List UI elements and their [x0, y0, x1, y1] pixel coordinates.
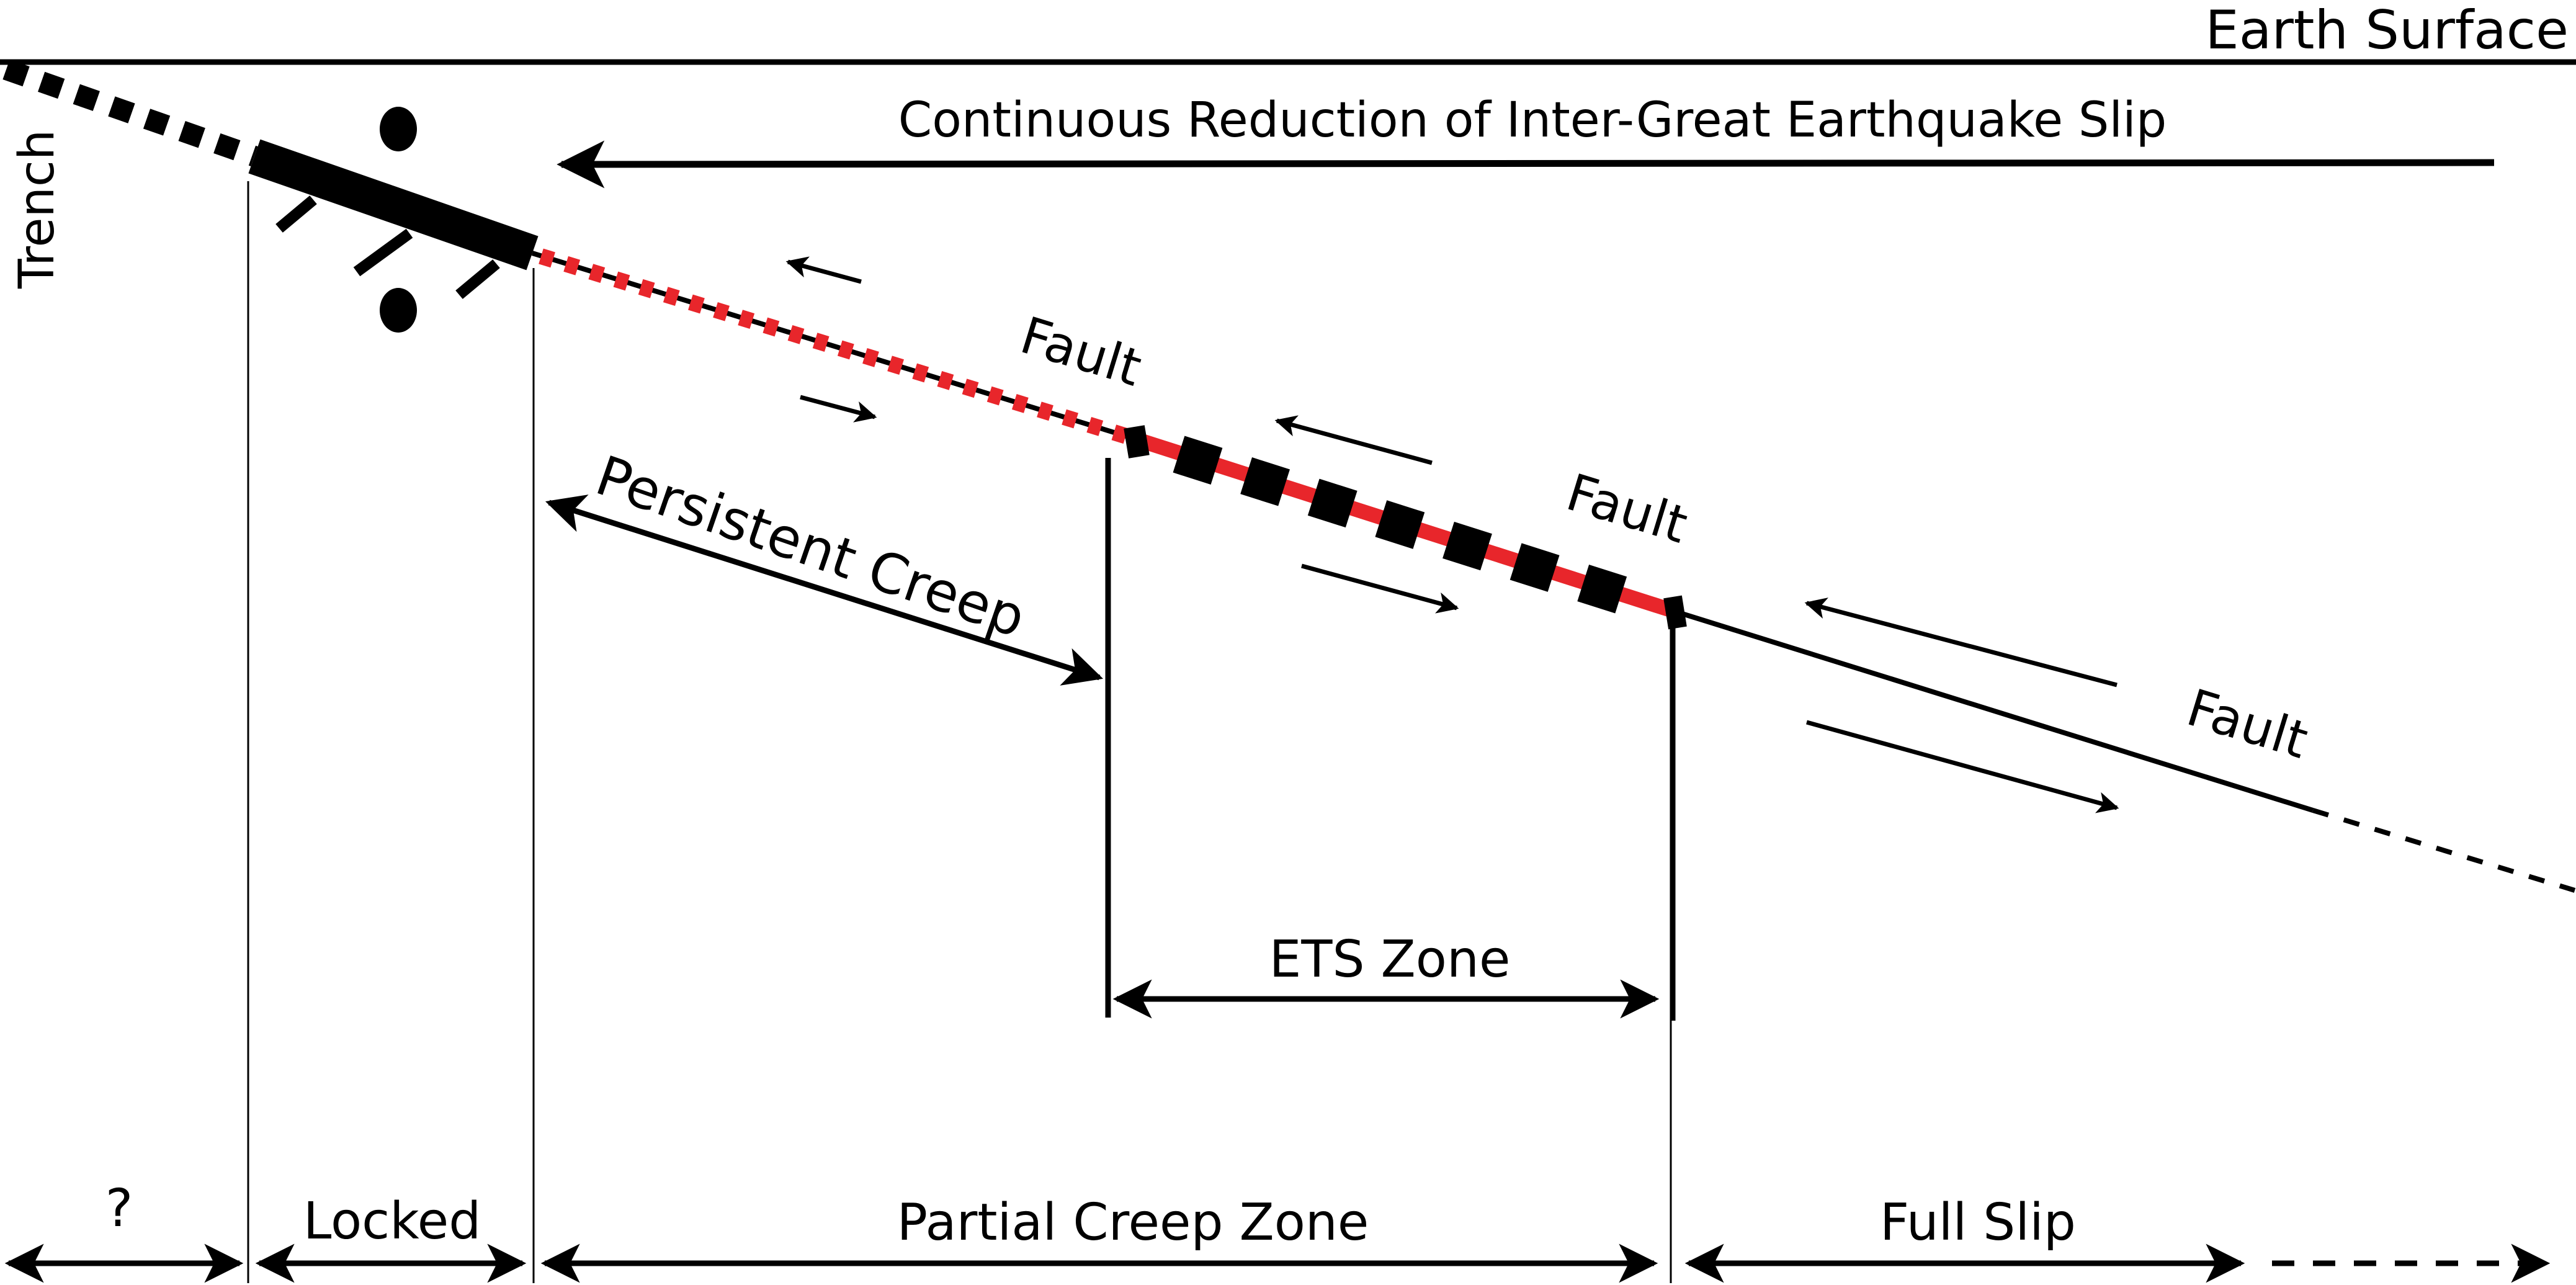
persistent-creep-label: Persistent Creep: [588, 443, 1033, 650]
locked-zone-label: Locked: [303, 1192, 481, 1251]
continuous-reduction-arrow: [557, 140, 2495, 189]
shallow-fault-dashed: [2, 59, 258, 167]
ets-boundary-upper-tick: [1124, 425, 1150, 459]
locked-fault-segment: [248, 139, 539, 271]
continuous-reduction-label: Continuous Reduction of Inter-Great Eart…: [898, 92, 2167, 148]
slip-arrow-middle-right: [1301, 563, 1459, 614]
ets-boundary-lower-tick: [1663, 595, 1687, 630]
locked-dot-bottom: [380, 288, 417, 333]
fault-label-lower: Fault: [2180, 678, 2314, 770]
locked-dot-top: [380, 107, 417, 151]
locked-tick: [353, 228, 413, 277]
locked-tick: [455, 259, 500, 299]
fault-continuation-dashed: [2312, 808, 2576, 893]
slip-arrow-middle-left: [1274, 415, 1433, 465]
ets-zone-label: ETS Zone: [1269, 930, 1511, 989]
slip-arrow-lower-right: [1806, 720, 2119, 813]
slip-arrow-upper-left: [785, 256, 862, 284]
locked-tick: [275, 195, 317, 233]
fault-label-upper: Fault: [1014, 306, 1148, 398]
slip-arrow-lower-left: [1804, 598, 2118, 687]
unknown-zone-label: ?: [105, 1178, 133, 1238]
partial-creep-zone-label: Partial Creep Zone: [897, 1193, 1369, 1252]
earth-surface-label: Earth Surface: [2205, 0, 2569, 61]
persistent-creep-arrow: [545, 495, 1104, 686]
fault-label-middle: Fault: [1560, 463, 1694, 555]
ets-fault-black-squares: [1173, 436, 1657, 623]
full-slip-fault-segment: [1679, 611, 2314, 813]
full-slip-label: Full Slip: [1880, 1193, 2076, 1252]
trench-label: Trench: [9, 130, 65, 289]
creep-fault-segment: [531, 251, 1142, 443]
slip-arrow-upper-right: [800, 395, 877, 423]
